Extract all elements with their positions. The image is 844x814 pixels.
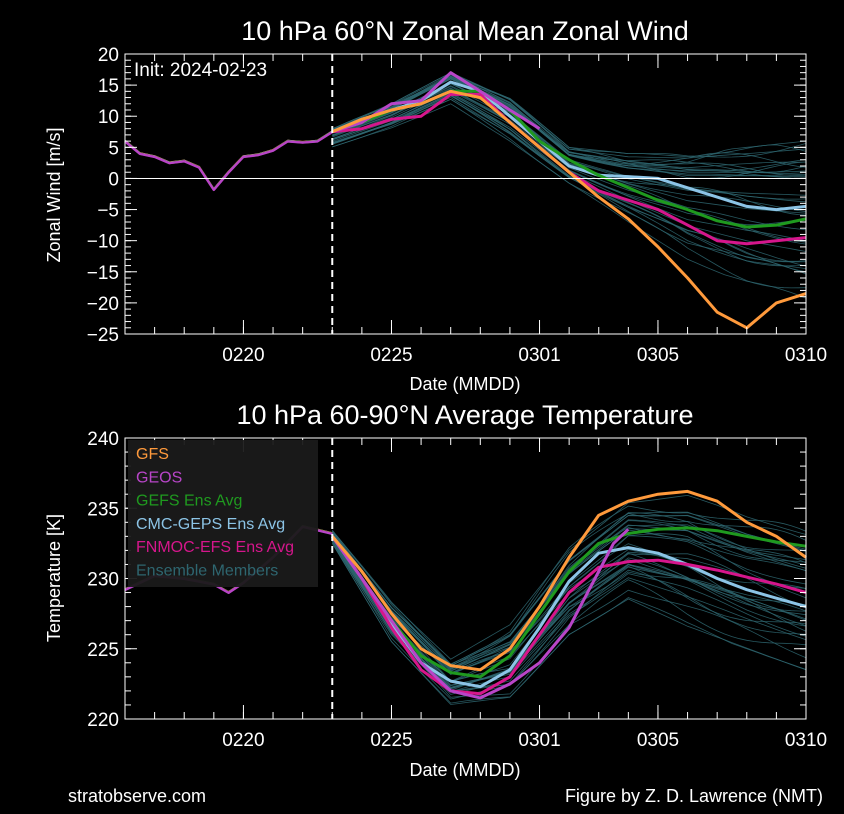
- plot-frame: [124, 53, 807, 335]
- y-tick-label: −25: [87, 325, 119, 346]
- analysis-line: [124, 130, 333, 191]
- ensemble-member-line: [332, 76, 807, 171]
- y-tick-label: 220: [87, 710, 119, 731]
- ensemble-member-line: [332, 72, 807, 158]
- y-tick-label: 225: [87, 640, 119, 661]
- ensemble-member-line: [332, 98, 807, 289]
- zonal-wind-panel: 10 hPa 60°N Zonal Mean Zonal Wind −25 −20…: [44, 16, 827, 394]
- y-tick-label: 10: [98, 107, 119, 128]
- x-tick-label: 0301: [518, 345, 560, 366]
- ensemble-member-line: [332, 75, 807, 168]
- ensemble-member-line: [331, 529, 807, 674]
- zonal-wind-series: [124, 71, 807, 330]
- y-tick-label: −10: [87, 232, 119, 253]
- y-tick-label: 0: [108, 169, 119, 190]
- ensemble-member-line: [331, 539, 807, 693]
- ensemble-member-line: [331, 519, 807, 669]
- temperature-xlabel: Date (MMDD): [410, 760, 521, 780]
- analysis-line: [124, 130, 333, 191]
- ensemble-member-line: [331, 543, 807, 705]
- legend-entry: GEOS: [136, 469, 182, 486]
- x-tick-label: 0310: [785, 345, 827, 366]
- ensemble-member-line: [332, 88, 807, 231]
- series-line-gefs-ens-avg: [331, 526, 807, 679]
- zonal-wind-title: 10 hPa 60°N Zonal Mean Zonal Wind: [241, 16, 689, 46]
- ensemble-member-line: [331, 505, 807, 665]
- analysis-line: [124, 131, 333, 191]
- zonal-wind-init-label: Init: 2024-02-23: [134, 60, 267, 81]
- y-tick-label: −20: [87, 294, 119, 315]
- ensemble-member-line: [331, 512, 807, 666]
- zonal-wind-axes: −25 −20 −15 −10 −5 0 5 10 15 20 0220 0225 0301 0305 03…: [87, 45, 827, 366]
- ensemble-member-line: [331, 514, 807, 667]
- series-line-fnmoc-efs-ens-avg: [331, 535, 807, 696]
- x-tick-label: 0310: [785, 730, 827, 751]
- ensemble-member-line: [332, 95, 807, 273]
- legend-entry: Ensemble Members: [136, 563, 278, 580]
- y-tick-label: −15: [87, 263, 119, 284]
- temperature-ylabel: Temperature [K]: [44, 514, 64, 642]
- legend-entry: CMC-GEPS Ens Avg: [136, 516, 285, 533]
- ensemble-member-line: [332, 74, 807, 173]
- y-tick-label: 240: [87, 429, 119, 450]
- ensemble-member-line: [332, 72, 807, 158]
- ensemble-member-line: [332, 103, 807, 299]
- analysis-line: [124, 131, 333, 192]
- series-line-cmc-geps-ens-avg: [331, 80, 807, 212]
- series-line-geos: [331, 528, 630, 700]
- legend-entry: GFS: [136, 446, 169, 463]
- temperature-title: 10 hPa 60-90°N Average Temperature: [236, 400, 693, 430]
- temperature-ensemble-members: [331, 494, 807, 705]
- y-tick-label: 20: [98, 45, 119, 66]
- series-line-gfs: [331, 489, 807, 672]
- zonal-wind-xlabel: Date (MMDD): [410, 374, 521, 394]
- footer-source: stratobserve.com: [68, 786, 206, 806]
- temperature-panel: 10 hPa 60-90°N Average Temperature 22022…: [44, 400, 827, 780]
- x-tick-label: 0305: [637, 730, 679, 751]
- legend-entry: GEFS Ens Avg: [136, 493, 242, 510]
- ensemble-member-line: [331, 513, 807, 668]
- y-tick-label: 235: [87, 499, 119, 520]
- ensemble-member-line: [332, 78, 807, 177]
- ensemble-member-line: [332, 94, 807, 263]
- ensemble-member-line: [331, 535, 807, 682]
- x-tick-label: 0301: [518, 730, 560, 751]
- x-tick-label: 0305: [637, 345, 679, 366]
- y-tick-label: 230: [87, 570, 119, 591]
- ensemble-member-line: [332, 78, 807, 177]
- x-tick-label: 0225: [370, 730, 412, 751]
- ensemble-member-line: [332, 97, 807, 269]
- y-tick-label: −5: [97, 201, 119, 222]
- series-line-gfs: [331, 89, 807, 330]
- y-tick-label: 5: [108, 138, 119, 159]
- temperature-axes: 220 225 230 235 240 0220 0225 0301 0305 0310: [87, 429, 827, 751]
- x-tick-label: 0220: [222, 730, 264, 751]
- x-tick-label: 0220: [222, 345, 264, 366]
- y-tick-label: 15: [98, 76, 119, 97]
- legend-entry: FNMOC-EFS Ens Avg: [136, 539, 294, 556]
- x-tick-label: 0225: [370, 345, 412, 366]
- analysis-line: [124, 130, 333, 191]
- legend-box: [128, 440, 318, 587]
- ensemble-member-line: [332, 95, 807, 267]
- temperature-legend: GFS GEOS GEFS Ens Avg CMC-GEPS Ens Avg FNMOC…: [128, 440, 318, 587]
- footer-credit: Figure by Z. D. Lawrence (NMT): [565, 786, 823, 806]
- ensemble-member-line: [332, 73, 807, 159]
- zonal-wind-ylabel: Zonal Wind [m/s]: [44, 127, 64, 262]
